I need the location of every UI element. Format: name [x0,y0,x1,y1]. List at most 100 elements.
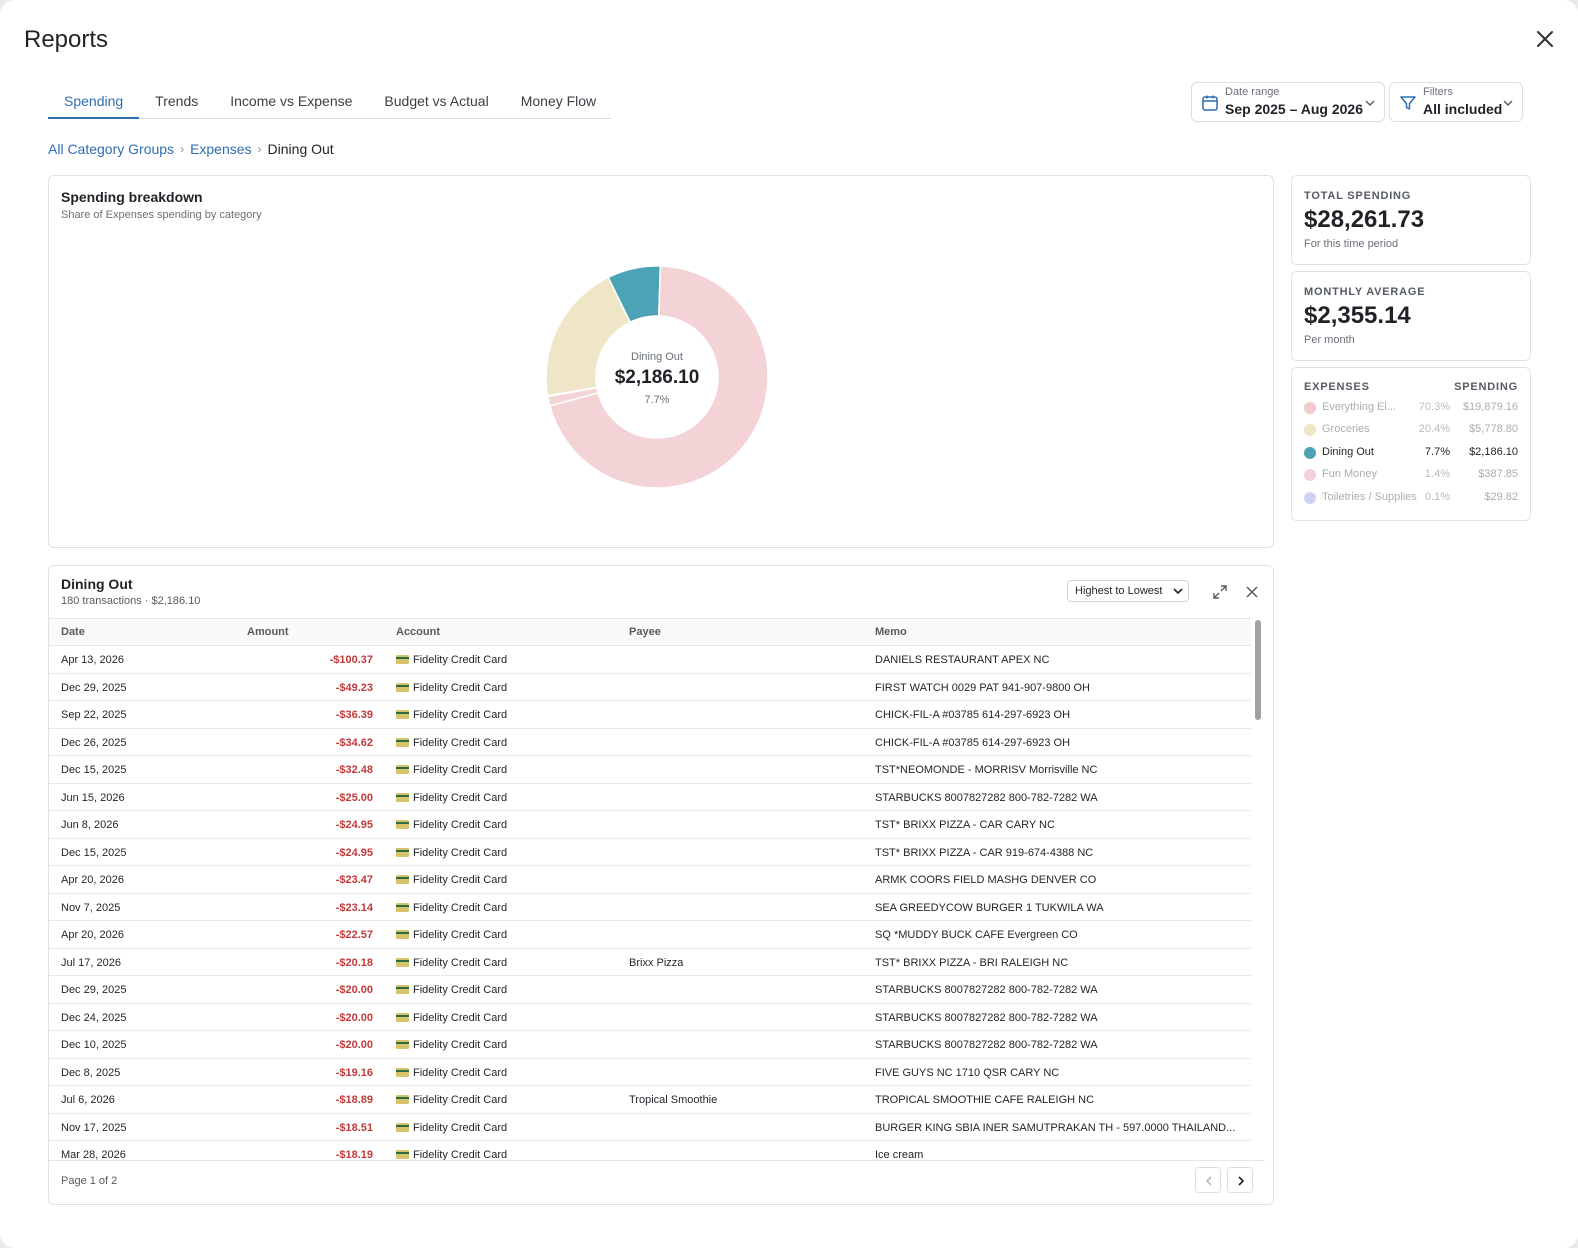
legend-name: Dining Out [1322,446,1374,458]
expand-icon[interactable] [1211,583,1229,601]
table-row[interactable]: Dec 10, 2025 -$20.00 Fidelity Credit Card S… [49,1031,1251,1059]
table-row[interactable]: Dec 26, 2025 -$34.62 Fidelity Credit Card C… [49,729,1251,756]
prev-page-button[interactable] [1195,1167,1221,1193]
cell-account: Fidelity Credit Card [396,847,507,859]
legend-item-dining-out[interactable]: Dining Out 7.7% $2,186.10 [1304,443,1518,463]
table-scrollbar[interactable] [1254,620,1262,1160]
table-row[interactable]: Apr 20, 2026 -$22.57 Fidelity Credit Card S… [49,921,1251,949]
cell-amount: -$24.95 [335,819,373,831]
account-name: Fidelity Credit Card [413,1094,508,1106]
filter-icon [1400,96,1416,110]
table-row[interactable]: Apr 13, 2026 -$100.37 Fidelity Credit Card… [49,646,1251,674]
slice-everything-else[interactable] [548,265,769,489]
cell-memo: BURGER KING SBIA INER SAMUTPRAKAN TH - 5… [875,1121,1236,1134]
tab-spending[interactable]: Spending [48,85,140,119]
account-name: Fidelity Credit Card [413,681,508,694]
table-row[interactable]: Nov 17, 2025 -$18.51 Fidelity Credit Card B… [49,1114,1251,1141]
table-row[interactable]: Dec 15, 2025 -$32.48 Fidelity Credit Card T… [49,756,1251,784]
account-name: Fidelity Credit Card [413,1149,508,1160]
credit-card-icon [396,1012,409,1022]
breadcrumb-all-groups[interactable]: All Category Groups [48,141,175,157]
credit-card-icon [396,682,409,692]
category-legend-card: EXPENSES SPENDING Everything El... 70.3%… [1291,367,1531,521]
cell-memo: Ice cream [875,1149,924,1160]
cell-amount: -$100.37 [329,654,373,666]
column-date[interactable]: Date [61,626,85,638]
donut-chart [545,265,769,489]
tab-money-flow[interactable]: Money Flow [520,93,597,109]
credit-card-icon [396,1150,409,1159]
table-row[interactable]: Apr 20, 2026 -$23.47 Fidelity Credit Card A… [49,866,1251,894]
chevron-down-icon [1503,100,1513,106]
legend-pct: 7.7% [1424,446,1450,458]
legend-item-fun-money[interactable]: Fun Money 1.4% $387.85 [1304,465,1518,485]
cell-date: Jul 6, 2026 [61,1094,115,1106]
legend-amount: $19,879.16 [1462,401,1518,413]
legend-item-toiletries[interactable]: Toiletries / Supplies 0.1% $29.82 [1304,488,1518,508]
cell-payee: Tropical Smoothie [629,1094,718,1106]
legend-head-expenses: EXPENSES [1304,381,1370,393]
table-row[interactable]: Dec 24, 2025 -$20.00 Fidelity Credit Card S… [49,1004,1251,1031]
legend-pct: 1.4% [1424,468,1450,480]
cell-account: Fidelity Credit Card [396,929,507,941]
table-row[interactable]: Jun 15, 2026 -$25.00 Fidelity Credit Card S… [49,784,1251,811]
credit-card-icon [396,902,409,912]
table-row[interactable]: Mar 28, 2026 -$18.19 Fidelity Credit Card I… [49,1141,1251,1160]
close-icon[interactable] [1243,583,1261,601]
credit-card-icon [396,710,409,719]
table-row[interactable]: Jul 6, 2026 -$18.89 Fidelity Credit Card Tr… [49,1086,1251,1114]
table-row[interactable]: Dec 15, 2025 -$24.95 Fidelity Credit Card T… [49,839,1251,866]
next-page-button[interactable] [1227,1167,1253,1193]
tab-trends[interactable]: Trends [155,93,199,109]
account-name: Fidelity Credit Card [413,984,508,996]
column-payee[interactable]: Payee [629,626,661,638]
tab-income-vs-expense[interactable]: Income vs Expense [230,93,353,109]
cell-account: Fidelity Credit Card [396,737,507,749]
cell-account: Fidelity Credit Card [396,1067,507,1079]
legend-item-groceries[interactable]: Groceries 20.4% $5,778.80 [1304,420,1518,440]
table-row[interactable]: Jun 8, 2026 -$24.95 Fidelity Credit Card TS… [49,811,1251,839]
breadcrumb-expenses[interactable]: Expenses [190,141,252,157]
cell-memo: STARBUCKS 8007827282 800-782-7282 WA [875,984,1098,996]
cell-memo: SQ *MUDDY BUCK CAFE Evergreen CO [875,929,1078,941]
column-memo[interactable]: Memo [875,626,907,638]
table-row[interactable]: Dec 29, 2025 -$49.23 Fidelity Credit Card F… [49,674,1251,701]
credit-card-icon [396,820,409,829]
scrollbar-thumb[interactable] [1255,620,1261,720]
date-range-picker[interactable]: Date range Sep 2025 – Aug 2026 [1191,82,1385,122]
cell-amount: -$19.16 [335,1066,373,1079]
account-name: Fidelity Credit Card [413,1066,508,1079]
chevron-left-icon [1205,1176,1212,1186]
cell-date: Jun 15, 2026 [61,791,125,804]
cell-memo: DANIELS RESTAURANT APEX NC [875,654,1050,666]
cell-memo: TST* BRIXX PIZZA - CAR 919-674-4388 NC [875,846,1094,859]
account-name: Fidelity Credit Card [413,901,508,914]
modal-title: Reports [24,26,109,53]
legend-item-everything-else[interactable]: Everything El... 70.3% $19,879.16 [1304,398,1518,418]
account-name: Fidelity Credit Card [413,1039,508,1051]
slice-groceries[interactable] [545,276,632,397]
sort-select[interactable]: Highest to Lowest [1067,580,1189,602]
table-row[interactable]: Dec 29, 2025 -$20.00 Fidelity Credit Card S… [49,976,1251,1004]
cell-amount: -$36.39 [335,709,373,721]
filters-dropdown[interactable]: Filters All included [1389,82,1523,122]
chart-subtitle: Share of Expenses spending by category [61,209,262,221]
column-amount[interactable]: Amount [247,626,289,638]
monthly-average-sub: Per month [1304,334,1355,346]
legend-pct: 20.4% [1418,423,1450,435]
table-row[interactable]: Jul 17, 2026 -$20.18 Fidelity Credit Card B… [49,949,1251,976]
legend-amount: $5,778.80 [1469,423,1518,435]
account-name: Fidelity Credit Card [413,736,508,749]
table-row[interactable]: Nov 7, 2025 -$23.14 Fidelity Credit Card SE… [49,894,1251,921]
tab-budget-vs-actual[interactable]: Budget vs Actual [384,93,489,109]
cell-memo: FIRST WATCH 0029 PAT 941-907-9800 OH [875,681,1090,694]
cell-amount: -$18.51 [335,1121,373,1134]
column-account[interactable]: Account [396,626,440,638]
sort-select-value: Highest to Lowest [1075,585,1163,597]
monthly-average-value: $2,355.14 [1304,302,1411,329]
close-icon[interactable] [1534,28,1556,50]
table-row[interactable]: Dec 8, 2025 -$19.16 Fidelity Credit Card FI… [49,1059,1251,1086]
table-row[interactable]: Sep 22, 2025 -$36.39 Fidelity Credit Card C… [49,701,1251,729]
transactions-subtitle: 180 transactions · $2,186.10 [61,595,201,607]
